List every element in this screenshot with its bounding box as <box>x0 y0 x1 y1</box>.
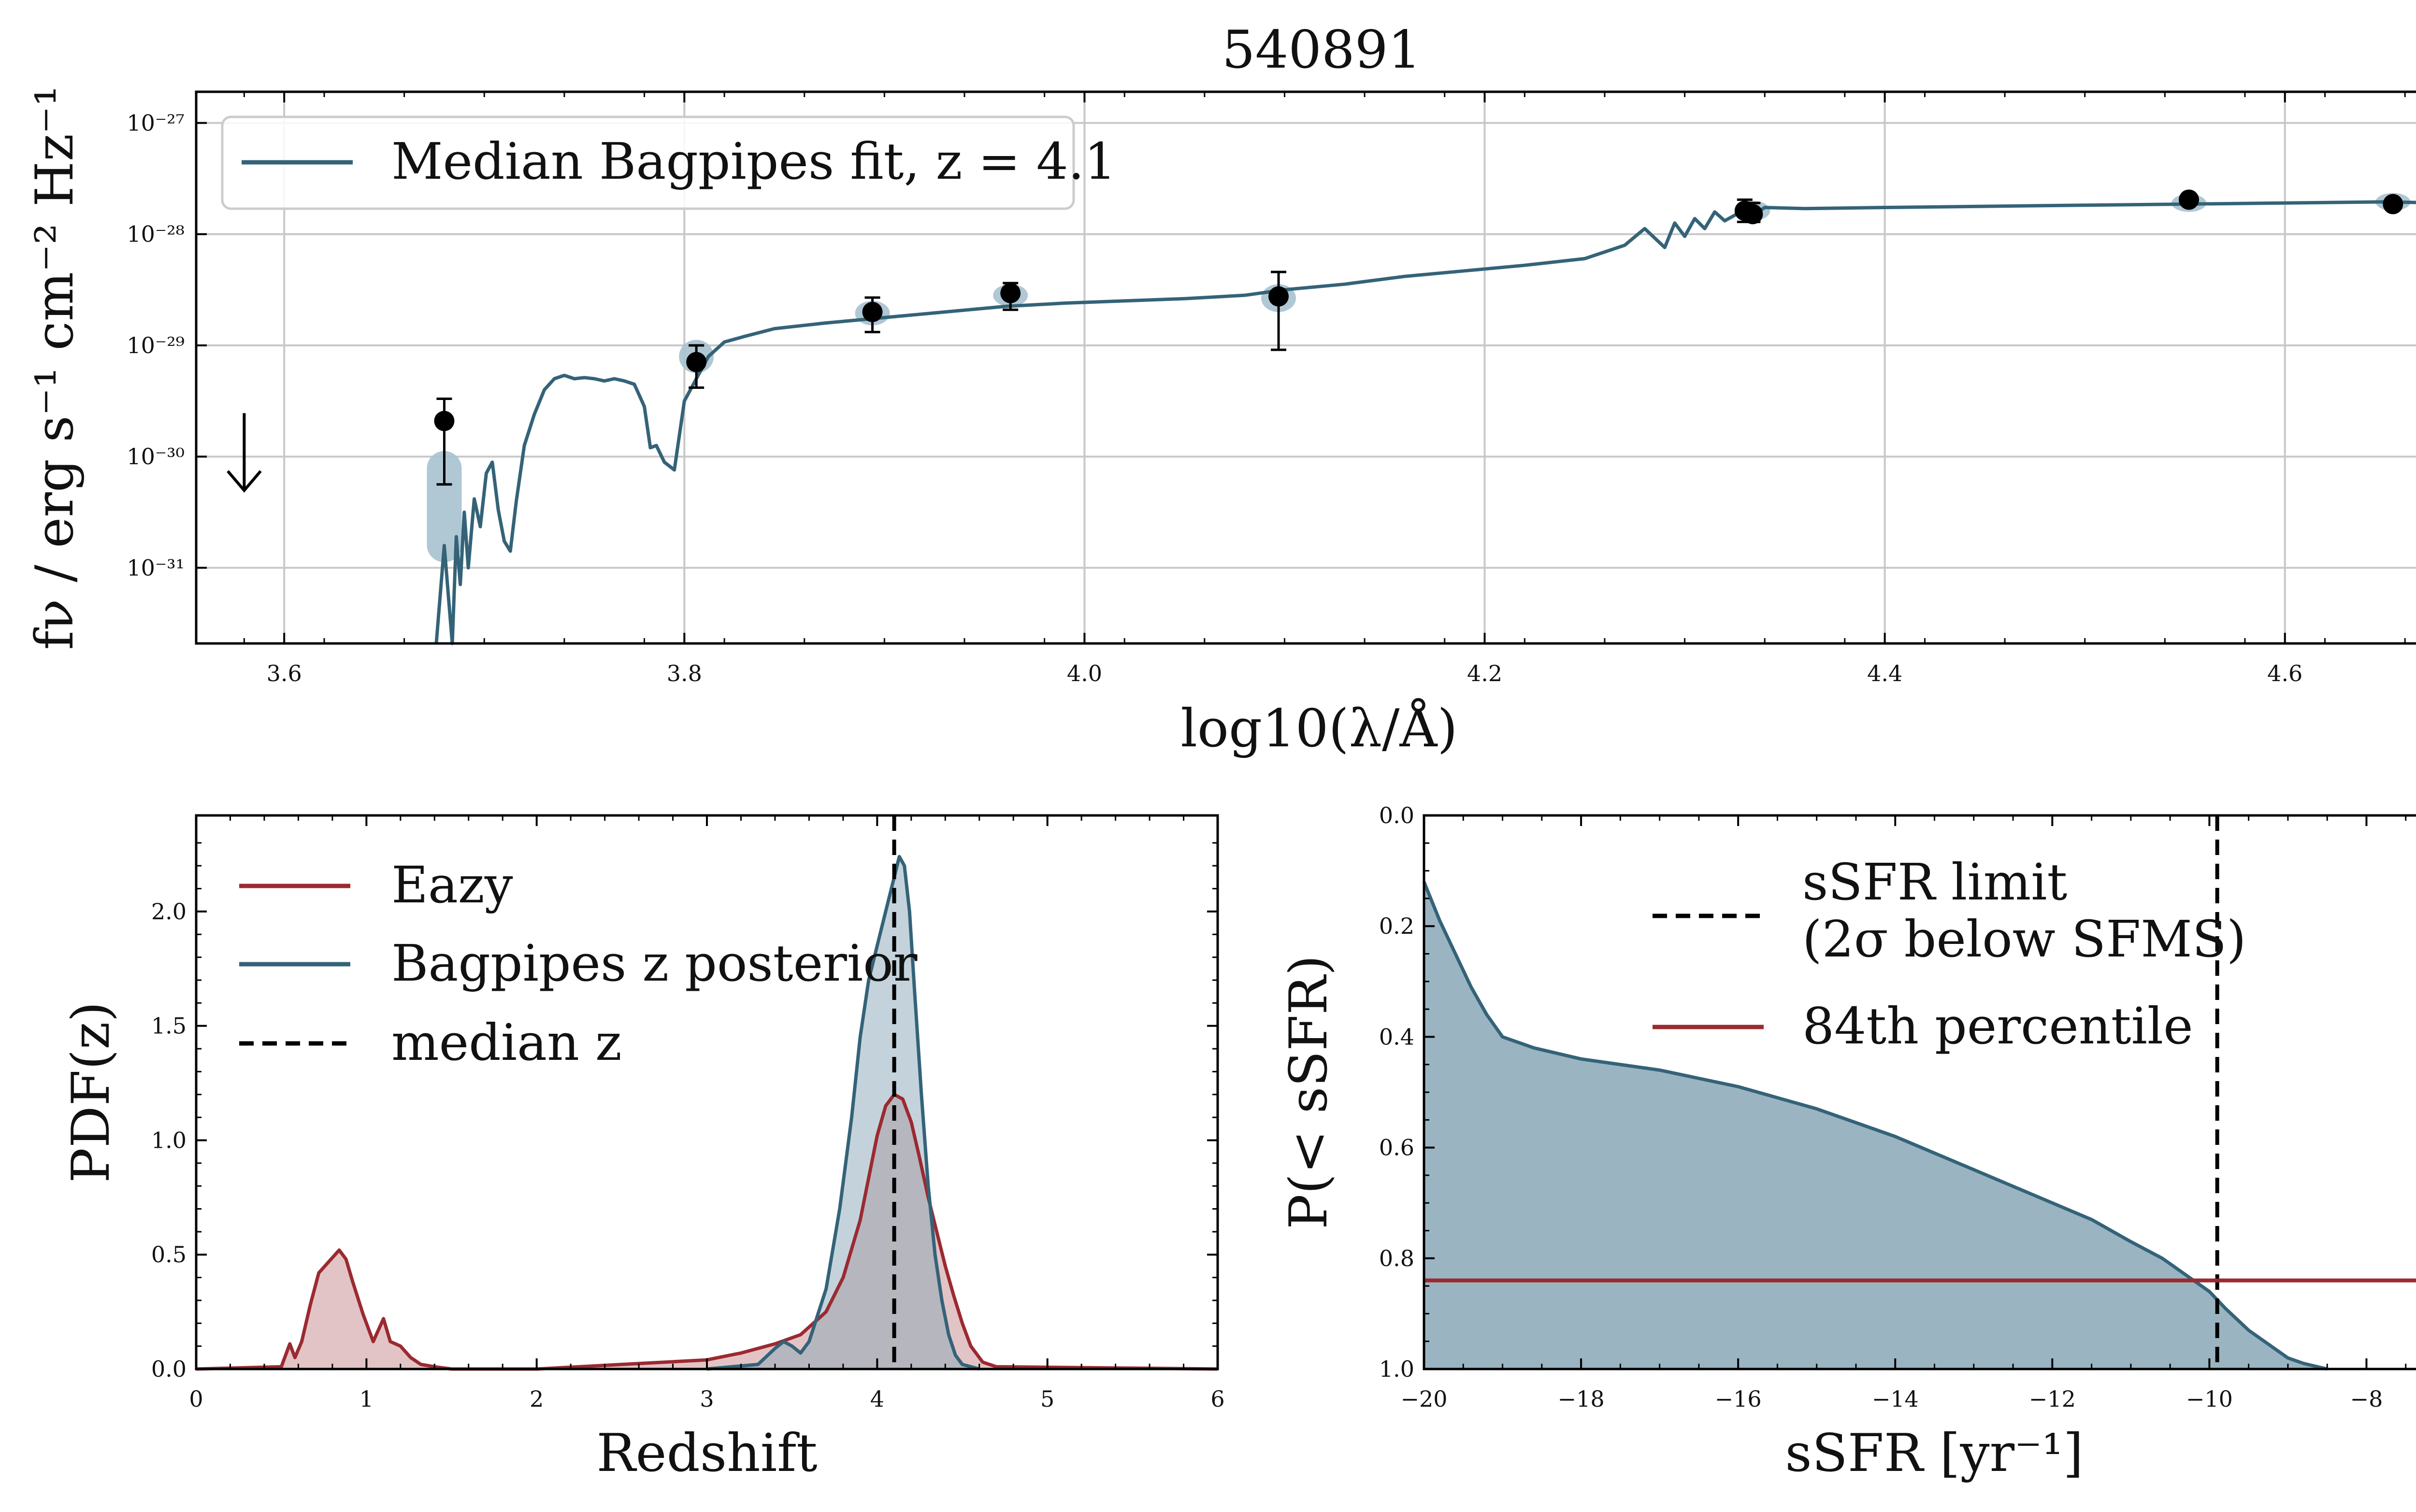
sed-photometry-point <box>686 352 707 372</box>
redshift-xtick-label: 0 <box>189 1386 203 1412</box>
redshift-xtick-label: 3 <box>700 1386 714 1412</box>
sed-grid <box>196 92 2416 643</box>
sed-ytick-label: 10⁻²⁸ <box>127 221 185 247</box>
redshift-xtick-labels: 0 1 2 3 4 5 6 <box>189 1386 1224 1412</box>
sed-upper-limit <box>227 413 262 493</box>
ssfr-ytick-label: 0.8 <box>1379 1245 1414 1271</box>
sed-ytick-label: 10⁻³⁰ <box>127 443 185 470</box>
ssfr-legend: sSFR limit (2σ below SFMS) 84th percenti… <box>1653 853 2246 1056</box>
redshift-ytick-labels: 0.0 0.5 1.0 1.5 2.0 <box>151 899 187 1382</box>
sed-photometry-point <box>862 301 883 322</box>
ssfr-ytick-labels: 0.0 0.2 0.4 0.6 0.8 1.0 <box>1379 802 1414 1382</box>
legend-label-eazy: Eazy <box>391 856 513 914</box>
ssfr-ticks <box>1423 814 2407 1370</box>
ssfr-cdf-area <box>1424 882 2328 1369</box>
redshift-area-0 <box>196 1094 1218 1369</box>
redshift-line-0 <box>196 1093 1218 1371</box>
sed-ytick-label: 10⁻²⁷ <box>127 110 185 136</box>
redshift-xtick-label: 5 <box>1040 1386 1054 1412</box>
sed-ytick-labels: 10⁻²⁷ 10⁻²⁸ 10⁻²⁹ 10⁻³⁰ 10⁻³¹ <box>127 110 185 581</box>
sed-photometry-points <box>434 189 2403 486</box>
legend-label-median: median z <box>391 1013 622 1072</box>
sed-xtick-label: 4.4 <box>1867 660 1902 686</box>
sed-x-axis-title: log10(λ/Å) <box>1180 698 1457 759</box>
redshift-ytick-label: 2.0 <box>151 899 187 925</box>
sed-bagpipes-line <box>434 200 2416 645</box>
ssfr-ytick-label: 0.0 <box>1379 802 1414 828</box>
ssfr-ytick-label: 0.4 <box>1379 1024 1414 1050</box>
redshift-ytick-label: 0.5 <box>151 1241 187 1268</box>
redshift-line-1 <box>706 855 980 1371</box>
redshift-xtick-label: 6 <box>1210 1386 1224 1412</box>
redshift-ytick-label: 1.0 <box>151 1127 187 1153</box>
legend-label-ssfr-limit: sSFR limit <box>1802 853 2067 912</box>
sed-photometry-point <box>2383 194 2403 214</box>
redshift-ytick-label: 0.0 <box>151 1356 187 1382</box>
sed-xtick-label: 4.6 <box>2267 660 2302 686</box>
redshift-ticks <box>195 815 1219 1370</box>
redshift-xtick-label: 1 <box>360 1386 374 1412</box>
sed-ytick-label: 10⁻³¹ <box>127 555 185 581</box>
sed-y-axis-title: fν / erg s⁻¹ cm⁻² Hz⁻¹ <box>25 86 85 650</box>
ssfr-xtick-labels: −20 −18 −16 −14 −12 −10 −8 <box>1400 1386 2383 1412</box>
sed-model-band <box>427 451 462 562</box>
sed-photometry-point <box>1268 286 1289 307</box>
sed-legend-box <box>221 115 1075 210</box>
ssfr-lines <box>1422 815 2416 1371</box>
sed-photometry-point <box>434 411 455 431</box>
ssfr-ytick-label: 0.6 <box>1379 1135 1414 1161</box>
ssfr-xtick-label: −18 <box>1558 1386 1605 1412</box>
redshift-ytick-label: 1.5 <box>151 1013 187 1039</box>
figure-title: 540891 <box>1222 20 1421 80</box>
redshift-xtick-label: 4 <box>870 1386 884 1412</box>
sed-xtick-label: 3.8 <box>667 660 702 686</box>
ssfr-cdf-line <box>1422 881 2328 1371</box>
legend-label-bagpipes: Bagpipes z posterior <box>391 934 918 993</box>
ssfr-xtick-label: −10 <box>2186 1386 2233 1412</box>
sed-photometry-point <box>1742 204 1763 225</box>
ssfr-ytick-label: 1.0 <box>1379 1356 1414 1382</box>
sed-photometry-point <box>2179 189 2200 210</box>
sed-ticks <box>196 92 2406 643</box>
sed-legend: Median Bagpipes fit, z = 4.1 <box>221 115 1116 210</box>
redshift-lines <box>196 855 1218 1371</box>
ssfr-ytick-label: 0.2 <box>1379 913 1414 939</box>
sed-fit-path <box>434 200 2416 645</box>
legend-label-84th: 84th percentile <box>1802 997 2193 1056</box>
redshift-y-axis-title: PDF(z) <box>61 1001 121 1183</box>
sed-ytick-label: 10⁻²⁹ <box>127 332 185 358</box>
ssfr-panel: −20 −18 −16 −14 −12 −10 −8 0.00.20.40.60.81.0 … <box>1279 802 2416 1483</box>
redshift-xtick-label: 2 <box>530 1386 544 1412</box>
ssfr-xtick-label: −16 <box>1715 1386 1762 1412</box>
sed-xtick-labels: 3.6 3.8 4.0 4.2 4.4 4.6 <box>267 660 2303 686</box>
sed-xtick-label: 4.0 <box>1067 660 1102 686</box>
ssfr-xtick-label: −20 <box>1400 1386 1447 1412</box>
legend-label-ssfr-limit-line2: (2σ below SFMS) <box>1802 910 2246 969</box>
sed-upper-limit-head <box>227 470 262 493</box>
redshift-areas <box>196 856 1218 1369</box>
ssfr-xtick-label: −8 <box>2350 1386 2383 1412</box>
sed-photometry-point <box>1000 283 1021 303</box>
redshift-legend: Eazy Bagpipes z posterior median z <box>239 856 918 1072</box>
redshift-x-axis-title: Redshift <box>596 1423 817 1483</box>
redshift-panel: 0 1 2 3 4 5 6 0.0 0.5 1.0 1.5 2.0 Eazy Bagpipes z … <box>61 814 1225 1483</box>
ssfr-xtick-label: −12 <box>2029 1386 2076 1412</box>
ssfr-xtick-label: −14 <box>1872 1386 1919 1412</box>
ssfr-area <box>1424 882 2328 1369</box>
sed-frame <box>195 90 2416 645</box>
sed-panel: 3.6 3.8 4.0 4.2 4.4 4.6 10⁻²⁷10⁻²⁸10⁻²⁹10⁻³⁰1… <box>25 86 2416 759</box>
redshift-area-1 <box>707 856 979 1369</box>
ssfr-x-axis-title: sSFR [yr⁻¹] <box>1785 1423 2083 1483</box>
sed-xtick-label: 4.2 <box>1467 660 1502 686</box>
sed-xtick-label: 3.6 <box>267 660 302 686</box>
sed-legend-label: Median Bagpipes fit, z = 4.1 <box>391 132 1116 191</box>
ssfr-y-axis-title: P(< sSFR) <box>1279 955 1339 1229</box>
